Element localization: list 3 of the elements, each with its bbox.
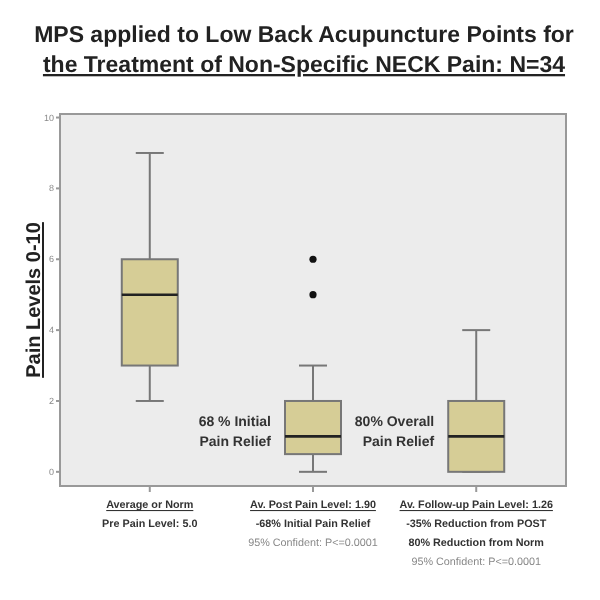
chart-title: MPS applied to Low Back Acupuncture Points for xyxy=(34,24,575,48)
y-axis-title: Pain Levels 0-10 xyxy=(24,221,46,378)
chart-subtitle: the Treatment of Non-Specific NECK Pain: N=34 xyxy=(42,54,567,78)
